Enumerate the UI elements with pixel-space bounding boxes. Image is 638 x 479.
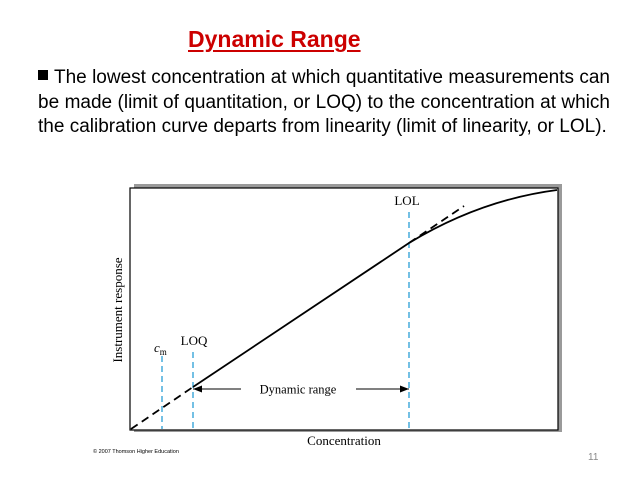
square-bullet-icon xyxy=(38,70,48,80)
page-number: 11 xyxy=(588,452,599,463)
slide-body: The lowest concentration at which quanti… xyxy=(38,66,610,140)
cm-label-sub: m xyxy=(160,347,167,357)
x-axis-label: Concentration xyxy=(307,433,381,448)
y-axis-label: Instrument response xyxy=(110,257,125,362)
slide-body-text: The lowest concentration at which quanti… xyxy=(38,67,610,137)
nonlinear-curve xyxy=(408,189,558,244)
cm-label: cm xyxy=(154,340,167,357)
dynamic-range-label: Dynamic range xyxy=(260,383,337,397)
arrowhead-right-icon xyxy=(400,385,409,393)
loq-label: LOQ xyxy=(181,333,208,348)
extrapolation-high xyxy=(408,205,465,244)
linear-calibration-line xyxy=(192,242,410,388)
lol-label: LOL xyxy=(394,193,419,208)
copyright-notice: © 2007 Thomson Higher Education xyxy=(93,449,179,455)
plot-frame xyxy=(129,187,559,431)
arrowhead-left-icon xyxy=(193,385,202,393)
cm-label-main: c xyxy=(154,340,160,355)
slide-title: Dynamic Range xyxy=(188,26,361,52)
